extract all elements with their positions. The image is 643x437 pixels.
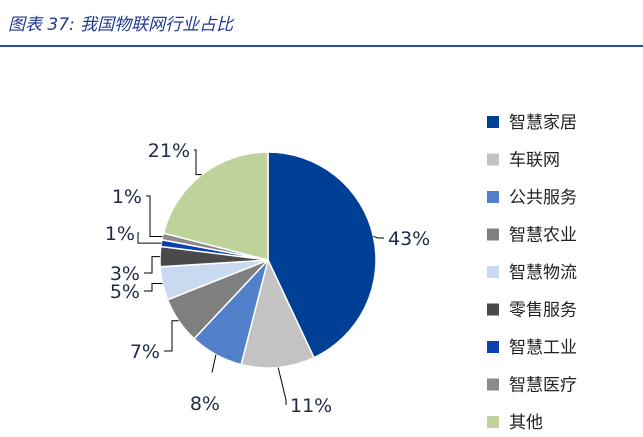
legend-swatch-7: [487, 378, 499, 391]
data-label-5: 3%: [110, 263, 140, 285]
leader-lines: [137, 149, 384, 405]
leader-line-3: [164, 320, 179, 352]
legend-label-7: 智慧医疗: [509, 376, 577, 396]
legend-swatch-1: [487, 153, 499, 166]
leader-line-2: [211, 354, 217, 373]
leader-line-4: [144, 283, 163, 292]
leader-line-0: [373, 235, 384, 239]
leader-line-8: [194, 149, 202, 176]
pie-slices: [159, 151, 377, 369]
data-label-6: 1%: [105, 223, 135, 245]
legend-swatch-6: [487, 341, 499, 353]
data-label-0: 43%: [388, 228, 430, 250]
data-label-7: 1%: [112, 186, 142, 208]
slice-1: [240, 257, 315, 369]
slice-labels: 43% 11% 8% 7% 5%3% 1% 1% 21%: [105, 140, 430, 417]
legend-swatch-3: [487, 228, 499, 241]
legend-label-3: 智慧农业: [509, 226, 577, 246]
legend-label-4: 智慧物流: [509, 263, 577, 283]
legend-swatch-8: [487, 416, 499, 428]
legend-label-2: 公共服务: [509, 188, 577, 208]
data-label-1: 11%: [290, 395, 332, 417]
data-label-8: 21%: [148, 140, 190, 162]
leader-line-5: [144, 256, 161, 274]
data-label-2: 8%: [190, 393, 220, 415]
data-label-3: 7%: [130, 341, 160, 363]
legend-swatch-2: [487, 191, 499, 203]
leader-line-7: [146, 195, 163, 237]
data-label-4: 5%: [110, 281, 140, 303]
slice-8: [162, 151, 269, 261]
leader-line-1: [277, 367, 287, 405]
slice-0: [267, 151, 377, 359]
figure-title: 图表 37: 我国物联网行业占比: [8, 15, 234, 35]
legend-label-1: 车联网: [509, 151, 560, 171]
legend-label-0: 智慧家居: [509, 113, 577, 133]
legend-label-6: 智慧工业: [509, 338, 577, 358]
legend-swatch-5: [487, 303, 499, 316]
title-rule: [0, 45, 643, 47]
legend-label-5: 零售服务: [509, 301, 577, 321]
legend-swatch-4: [487, 266, 499, 278]
legend-label-8: 其他: [509, 413, 543, 433]
leader-line-6: [137, 232, 162, 244]
legend-swatch-0: [487, 116, 499, 128]
